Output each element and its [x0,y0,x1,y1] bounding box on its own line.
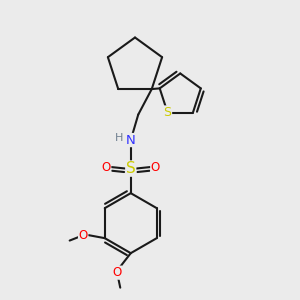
Text: S: S [126,161,136,176]
Text: N: N [126,134,136,147]
Text: O: O [151,160,160,174]
Text: H: H [115,133,124,143]
Text: O: O [101,160,111,174]
Text: O: O [112,266,122,279]
Text: O: O [79,229,88,242]
Text: S: S [164,106,172,119]
